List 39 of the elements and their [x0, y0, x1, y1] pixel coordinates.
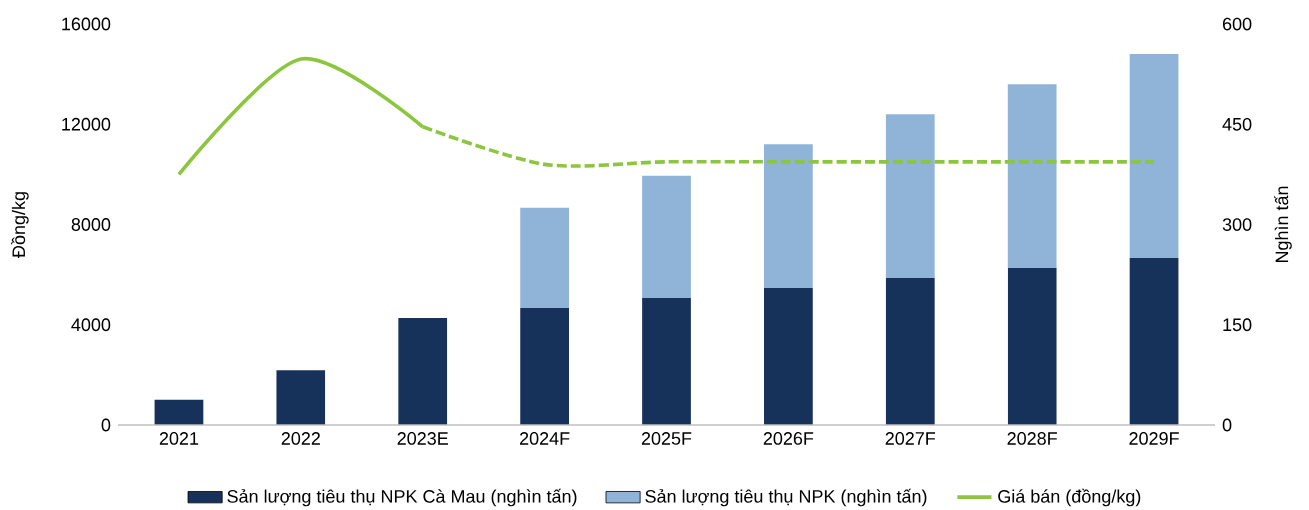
- bar: [520, 207, 569, 309]
- bar: [1129, 54, 1179, 258]
- bar: [642, 175, 691, 299]
- bar: [154, 399, 204, 426]
- y-axis-title: Đồng/kg: [11, 192, 29, 258]
- x-tick-label: 2025F: [641, 432, 692, 445]
- y-tick-label: 0: [101, 418, 111, 432]
- y2-tick-label: 0: [1222, 418, 1232, 432]
- bar: [398, 318, 448, 426]
- x-tick-label: 2023E: [397, 432, 448, 445]
- x-tick-label: 2026F: [763, 432, 814, 445]
- bar: [885, 114, 935, 278]
- y2-tick-label: 300: [1222, 218, 1252, 231]
- bar: [1129, 257, 1179, 426]
- y2-tick-label: 450: [1222, 117, 1252, 131]
- x-tick-label: 2027F: [885, 432, 936, 445]
- x-tick-label: 2029F: [1129, 432, 1179, 445]
- bar: [276, 370, 326, 426]
- x-tick-label: 2021: [159, 432, 199, 445]
- y-tick-label: 8000: [71, 218, 111, 231]
- y2-tick-label: 150: [1223, 318, 1252, 332]
- bar: [520, 308, 569, 426]
- x-tick-label: 2024F: [520, 432, 570, 445]
- y-tick-label: 16000: [62, 17, 111, 31]
- legend-label: Giá bán (đồng/kg): [998, 488, 1141, 507]
- bar: [1007, 84, 1057, 268]
- y2-tick-label: 600: [1222, 17, 1252, 31]
- bar: [764, 287, 813, 426]
- bar: [1007, 267, 1057, 426]
- x-tick-label: 2028F: [1007, 432, 1057, 445]
- legend-label: Sản lượng tiêu thụ NPK Cà Mau (nghìn tấn): [227, 488, 577, 507]
- legend-label: Sản lượng tiêu thụ NPK (nghìn tấn): [645, 488, 927, 507]
- bar: [885, 277, 935, 426]
- bar: [764, 144, 813, 288]
- x-tick-label: 2022: [281, 432, 320, 445]
- y-tick-label: 4000: [71, 318, 111, 332]
- y2-axis-title: Nghìn tấn: [1274, 186, 1292, 263]
- bar: [642, 298, 691, 426]
- y-tick-label: 12000: [62, 117, 111, 131]
